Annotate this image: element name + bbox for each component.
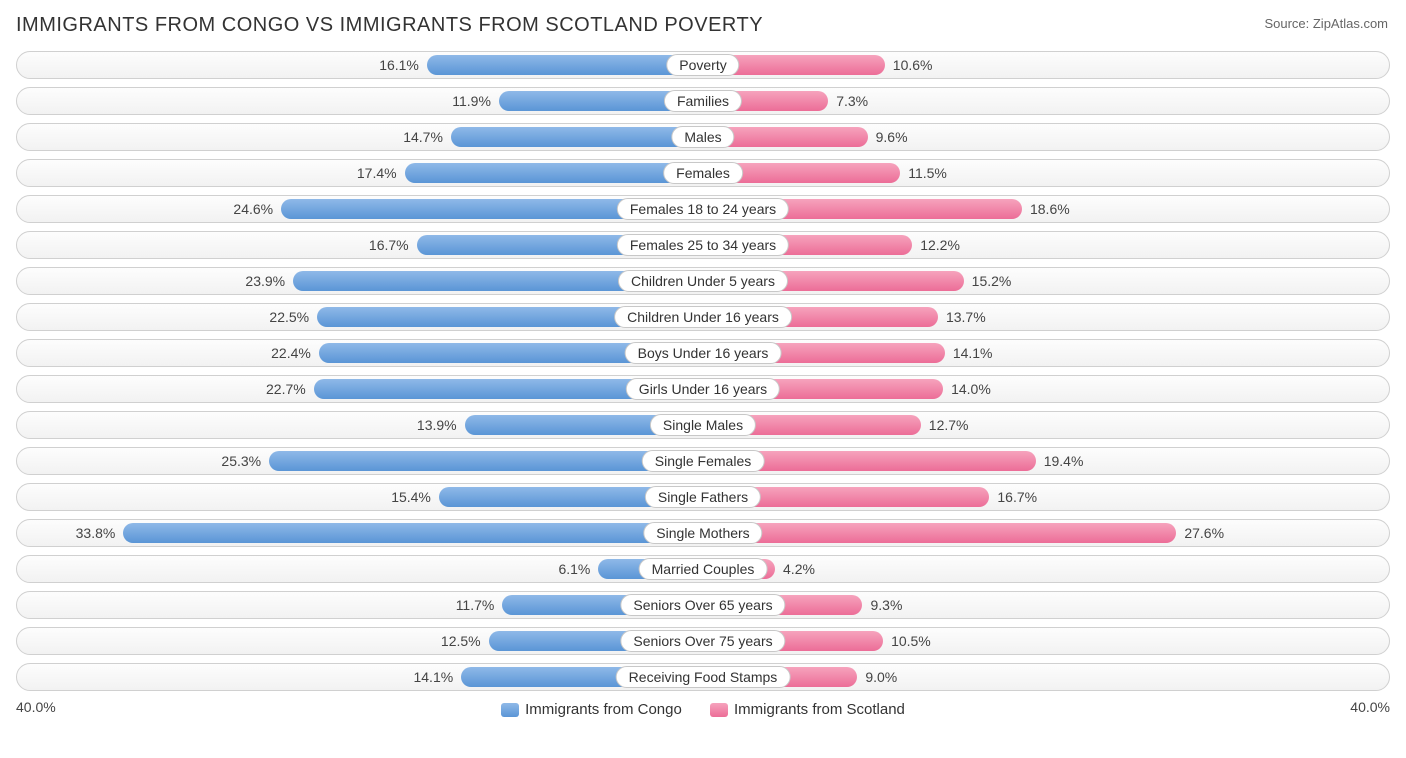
value-right: 10.5% bbox=[891, 628, 931, 656]
axis-max-right: 40.0% bbox=[1350, 699, 1390, 721]
value-right: 9.6% bbox=[876, 124, 908, 152]
value-right: 11.5% bbox=[908, 160, 947, 188]
axis-labels: 40.0% Immigrants from Congo Immigrants f… bbox=[16, 699, 1390, 721]
value-right: 9.0% bbox=[865, 664, 897, 692]
category-label: Seniors Over 75 years bbox=[620, 630, 785, 652]
value-right: 12.7% bbox=[929, 412, 969, 440]
value-left: 15.4% bbox=[391, 484, 431, 512]
source-attribution: Source: ZipAtlas.com bbox=[1264, 16, 1388, 31]
category-label: Single Females bbox=[642, 450, 765, 472]
chart-row: 11.7% 9.3% Seniors Over 65 years bbox=[16, 591, 1390, 619]
category-label: Females 18 to 24 years bbox=[617, 198, 789, 220]
chart-row: 16.1% 10.6% Poverty bbox=[16, 51, 1390, 79]
bar-left bbox=[451, 127, 703, 147]
value-right: 16.7% bbox=[997, 484, 1037, 512]
bar-left bbox=[427, 55, 703, 75]
chart-row: 13.9% 12.7% Single Males bbox=[16, 411, 1390, 439]
category-label: Boys Under 16 years bbox=[625, 342, 782, 364]
value-right: 14.1% bbox=[953, 340, 993, 368]
chart-row: 33.8% 27.6% Single Mothers bbox=[16, 519, 1390, 547]
value-left: 16.7% bbox=[369, 232, 409, 260]
value-left: 22.5% bbox=[269, 304, 309, 332]
value-right: 18.6% bbox=[1030, 196, 1070, 224]
category-label: Poverty bbox=[666, 54, 739, 76]
category-label: Single Fathers bbox=[645, 486, 761, 508]
value-right: 15.2% bbox=[972, 268, 1012, 296]
value-left: 22.7% bbox=[266, 376, 306, 404]
legend-swatch-right bbox=[710, 703, 728, 717]
chart-row: 15.4% 16.7% Single Fathers bbox=[16, 483, 1390, 511]
value-left: 11.9% bbox=[452, 88, 491, 116]
value-left: 14.7% bbox=[403, 124, 443, 152]
chart-row: 22.7% 14.0% Girls Under 16 years bbox=[16, 375, 1390, 403]
value-right: 4.2% bbox=[783, 556, 815, 584]
legend-item-left: Immigrants from Congo bbox=[501, 701, 682, 718]
chart-row: 23.9% 15.2% Children Under 5 years bbox=[16, 267, 1390, 295]
value-right: 27.6% bbox=[1184, 520, 1224, 548]
chart-area: 16.1% 10.6% Poverty 11.9% 7.3% Families 14.7% 9… bbox=[16, 51, 1390, 691]
chart-row: 6.1% 4.2% Married Couples bbox=[16, 555, 1390, 583]
value-left: 14.1% bbox=[413, 664, 453, 692]
value-right: 14.0% bbox=[951, 376, 991, 404]
value-left: 24.6% bbox=[233, 196, 273, 224]
chart-row: 14.7% 9.6% Males bbox=[16, 123, 1390, 151]
category-label: Families bbox=[664, 90, 742, 112]
category-label: Single Mothers bbox=[643, 522, 762, 544]
category-label: Single Males bbox=[650, 414, 756, 436]
bar-left bbox=[405, 163, 703, 183]
bar-right bbox=[703, 523, 1176, 543]
value-left: 6.1% bbox=[558, 556, 590, 584]
chart-row: 11.9% 7.3% Families bbox=[16, 87, 1390, 115]
bar-left bbox=[123, 523, 703, 543]
axis-max-left: 40.0% bbox=[16, 699, 56, 721]
value-right: 7.3% bbox=[836, 88, 868, 116]
value-right: 13.7% bbox=[946, 304, 986, 332]
legend-item-right: Immigrants from Scotland bbox=[710, 701, 905, 718]
chart-row: 17.4% 11.5% Females bbox=[16, 159, 1390, 187]
category-label: Receiving Food Stamps bbox=[616, 666, 791, 688]
value-left: 33.8% bbox=[76, 520, 116, 548]
chart-row: 24.6% 18.6% Females 18 to 24 years bbox=[16, 195, 1390, 223]
category-label: Children Under 5 years bbox=[618, 270, 788, 292]
chart-row: 12.5% 10.5% Seniors Over 75 years bbox=[16, 627, 1390, 655]
chart-row: 22.4% 14.1% Boys Under 16 years bbox=[16, 339, 1390, 367]
legend-label-right: Immigrants from Scotland bbox=[734, 701, 905, 718]
value-left: 12.5% bbox=[441, 628, 481, 656]
value-left: 11.7% bbox=[456, 592, 495, 620]
bar-left bbox=[269, 451, 703, 471]
category-label: Children Under 16 years bbox=[614, 306, 792, 328]
chart-row: 25.3% 19.4% Single Females bbox=[16, 447, 1390, 475]
value-right: 9.3% bbox=[870, 592, 902, 620]
category-label: Females bbox=[663, 162, 743, 184]
value-right: 19.4% bbox=[1044, 448, 1084, 476]
value-left: 23.9% bbox=[245, 268, 285, 296]
value-left: 25.3% bbox=[221, 448, 261, 476]
chart-row: 22.5% 13.7% Children Under 16 years bbox=[16, 303, 1390, 331]
category-label: Girls Under 16 years bbox=[626, 378, 780, 400]
value-left: 13.9% bbox=[417, 412, 457, 440]
category-label: Males bbox=[671, 126, 734, 148]
chart-row: 14.1% 9.0% Receiving Food Stamps bbox=[16, 663, 1390, 691]
category-label: Married Couples bbox=[639, 558, 768, 580]
chart-row: 16.7% 12.2% Females 25 to 34 years bbox=[16, 231, 1390, 259]
category-label: Females 25 to 34 years bbox=[617, 234, 789, 256]
category-label: Seniors Over 65 years bbox=[620, 594, 785, 616]
legend-label-left: Immigrants from Congo bbox=[525, 701, 682, 718]
legend: Immigrants from Congo Immigrants from Sc… bbox=[489, 701, 917, 721]
value-left: 22.4% bbox=[271, 340, 311, 368]
value-right: 12.2% bbox=[920, 232, 960, 260]
value-right: 10.6% bbox=[893, 52, 933, 80]
value-left: 16.1% bbox=[379, 52, 419, 80]
chart-title: IMMIGRANTS FROM CONGO VS IMMIGRANTS FROM… bbox=[0, 0, 1406, 43]
legend-swatch-left bbox=[501, 703, 519, 717]
value-left: 17.4% bbox=[357, 160, 397, 188]
